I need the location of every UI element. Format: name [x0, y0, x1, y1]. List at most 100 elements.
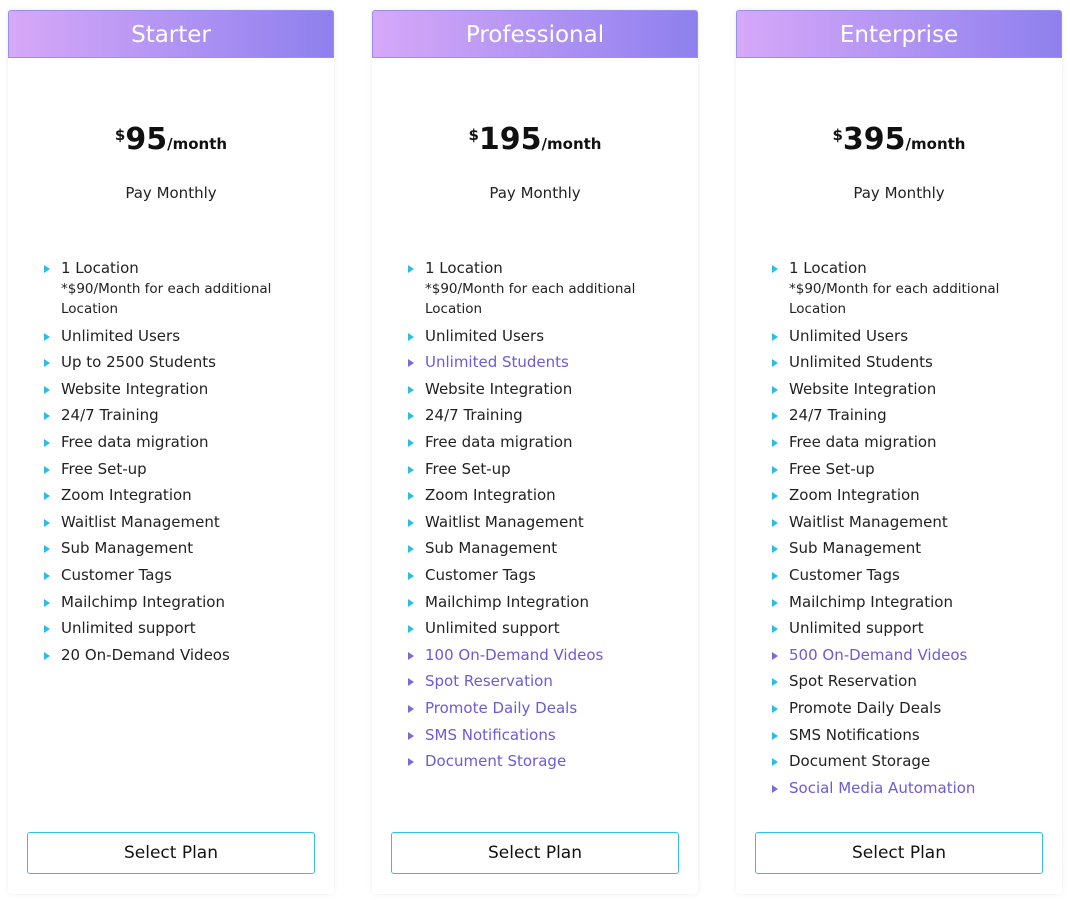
feature-text: Unlimited Users — [61, 326, 181, 345]
feature-text: Zoom Integration — [425, 486, 556, 505]
feature-text: Unlimited Students — [789, 353, 933, 372]
triangle-bullet-icon — [772, 492, 778, 501]
select-plan-button-starter[interactable]: Select Plan — [27, 832, 315, 874]
feature-text: Zoom Integration — [789, 486, 920, 505]
feature-text: 500 On-Demand Videos — [789, 645, 968, 664]
triangle-bullet-icon — [44, 598, 50, 607]
feature-text: 1 Location — [789, 259, 867, 277]
feature-text: Website Integration — [789, 379, 937, 398]
billing-cycle: Pay Monthly — [489, 184, 581, 202]
price-amount: 395 — [842, 122, 906, 157]
triangle-bullet-icon — [44, 332, 50, 341]
plan-price: $395/month — [736, 122, 1062, 157]
feature-text: 1 Location — [61, 259, 139, 277]
triangle-bullet-icon — [408, 359, 414, 368]
feature-item: Promote Daily Deals — [772, 695, 1042, 722]
triangle-bullet-icon — [772, 465, 778, 474]
feature-item: Unlimited support — [408, 615, 678, 642]
plan-card-enterprise: Enterprise $395/month Pay Monthly 1 Loca… — [736, 10, 1062, 894]
feature-text: Waitlist Management — [61, 512, 220, 531]
triangle-bullet-icon — [44, 438, 50, 447]
billing-cycle: Pay Monthly — [125, 184, 217, 202]
price-amount: 195 — [478, 122, 542, 157]
triangle-bullet-icon — [772, 332, 778, 341]
triangle-bullet-icon — [772, 784, 778, 793]
triangle-bullet-icon — [772, 704, 778, 713]
feature-item: Zoom Integration — [408, 482, 678, 509]
feature-item: Sub Management — [772, 535, 1042, 562]
triangle-bullet-icon — [44, 359, 50, 368]
feature-list: 1 Location *$90/Month for each additiona… — [772, 255, 1042, 801]
triangle-bullet-icon — [772, 359, 778, 368]
triangle-bullet-icon — [408, 571, 414, 580]
feature-note: *$90/Month for each additional Location — [61, 280, 272, 317]
feature-item: Waitlist Management — [408, 509, 678, 536]
feature-text: Unlimited Users — [789, 326, 909, 345]
triangle-bullet-icon — [408, 651, 414, 660]
feature-item: 1 Location *$90/Month for each additiona… — [44, 255, 314, 319]
feature-text: 20 On-Demand Videos — [61, 645, 230, 664]
feature-text: Document Storage — [789, 752, 931, 771]
feature-text: Unlimited support — [425, 619, 560, 638]
feature-item: Unlimited Users — [44, 323, 314, 350]
feature-text: Website Integration — [425, 379, 573, 398]
price-period: /month — [541, 135, 602, 153]
feature-item: Free data migration — [408, 429, 678, 456]
triangle-bullet-icon — [772, 571, 778, 580]
triangle-bullet-icon — [44, 492, 50, 501]
feature-item: Free Set-up — [772, 456, 1042, 483]
feature-item: SMS Notifications — [408, 722, 678, 749]
triangle-bullet-icon — [408, 625, 414, 634]
feature-item: Free Set-up — [44, 456, 314, 483]
plan-price: $195/month — [372, 122, 698, 157]
triangle-bullet-icon — [44, 412, 50, 421]
feature-item: Unlimited support — [44, 615, 314, 642]
triangle-bullet-icon — [772, 412, 778, 421]
feature-item: 100 On-Demand Videos — [408, 642, 678, 669]
triangle-bullet-icon — [408, 492, 414, 501]
feature-text: Mailchimp Integration — [61, 592, 225, 611]
feature-text: Customer Tags — [425, 565, 536, 584]
triangle-bullet-icon — [408, 265, 414, 273]
feature-item: Sub Management — [408, 535, 678, 562]
feature-item: Mailchimp Integration — [44, 589, 314, 616]
price-currency: $ — [468, 126, 479, 144]
feature-text: Unlimited support — [61, 619, 196, 638]
feature-text: 1 Location — [425, 259, 503, 277]
feature-item: Free data migration — [44, 429, 314, 456]
triangle-bullet-icon — [772, 758, 778, 767]
plan-title: Enterprise — [736, 10, 1062, 58]
feature-item: 20 On-Demand Videos — [44, 642, 314, 669]
feature-item: 24/7 Training — [772, 402, 1042, 429]
triangle-bullet-icon — [408, 518, 414, 527]
feature-text: SMS Notifications — [425, 725, 556, 744]
feature-text: Unlimited support — [789, 619, 924, 638]
feature-item: Unlimited support — [772, 615, 1042, 642]
feature-item: Promote Daily Deals — [408, 695, 678, 722]
feature-item: Website Integration — [44, 376, 314, 403]
feature-text: Free data migration — [425, 432, 573, 451]
select-plan-button-professional[interactable]: Select Plan — [391, 832, 679, 874]
feature-text: Customer Tags — [61, 565, 172, 584]
triangle-bullet-icon — [772, 651, 778, 660]
feature-text: Unlimited Students — [425, 353, 569, 372]
select-plan-button-enterprise[interactable]: Select Plan — [755, 832, 1043, 874]
feature-item: Waitlist Management — [772, 509, 1042, 536]
feature-text: 24/7 Training — [789, 406, 887, 425]
triangle-bullet-icon — [408, 385, 414, 394]
triangle-bullet-icon — [408, 704, 414, 713]
price-currency: $ — [832, 126, 843, 144]
feature-text: Mailchimp Integration — [789, 592, 953, 611]
feature-text: Sub Management — [425, 539, 558, 558]
triangle-bullet-icon — [44, 265, 50, 273]
feature-list: 1 Location *$90/Month for each additiona… — [44, 255, 314, 668]
price-period: /month — [905, 135, 966, 153]
feature-item: Social Media Automation — [772, 775, 1042, 802]
feature-item: Document Storage — [772, 748, 1042, 775]
feature-text: Up to 2500 Students — [61, 353, 216, 372]
feature-item: Sub Management — [44, 535, 314, 562]
plan-title: Starter — [8, 10, 334, 58]
feature-text: Social Media Automation — [789, 778, 976, 797]
feature-text: Sub Management — [789, 539, 922, 558]
triangle-bullet-icon — [408, 758, 414, 767]
